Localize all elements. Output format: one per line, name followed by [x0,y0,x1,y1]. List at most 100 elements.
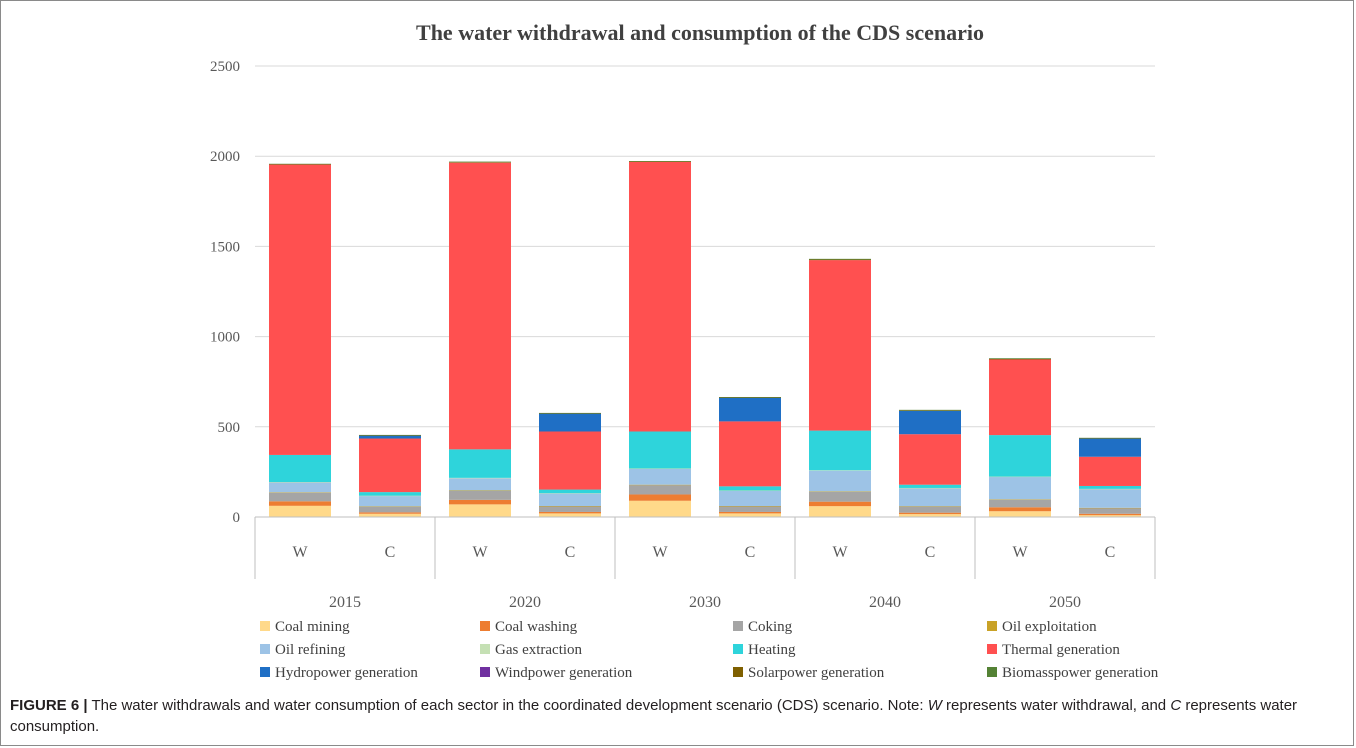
bar-segment [539,489,601,494]
bar-segment [449,477,511,479]
y-axis-ticks: 0 500 1000 1500 2000 2500 [210,59,240,526]
x-group-label: 2040 [869,594,901,611]
bar-segment [359,438,421,493]
bar-segment [539,505,601,507]
x-axis: W C W C W C W C W C 2015 2020 2030 2040 2050 [254,516,1156,611]
x-tick-label: C [745,544,756,561]
legend-swatch [260,644,270,654]
bar-segment [449,449,511,478]
legend-label: Oil exploitation [1002,619,1097,635]
legend-swatch [480,644,490,654]
legend-swatch [733,621,743,631]
bar-segment [449,162,511,163]
bars [269,161,1141,517]
bar-segment [629,431,691,469]
bar-segment [449,499,511,505]
chart-title: The water withdrawal and consumption of … [416,20,984,45]
bar-segment [449,162,511,450]
bar-segment [719,397,781,398]
bar-segment [539,413,601,432]
bar-segment [989,358,1051,359]
bar-segment [809,501,871,507]
bar-segment [809,491,871,492]
bar-segment [629,494,691,501]
bar-segment [269,492,331,493]
figure-caption: FIGURE 6 | The water withdrawals and wat… [10,695,1340,737]
bar-segment [539,493,601,506]
bar-segment [809,430,871,471]
bar-segment [449,161,511,163]
bar-segment [809,259,871,261]
bar-segment [449,478,511,491]
legend-label: Coal washing [495,619,578,635]
bar-segment [629,485,691,495]
x-group-label: 2015 [329,594,361,611]
bar-segment [539,412,601,414]
x-tick-label: C [925,544,936,561]
bar-segment [809,491,871,502]
bar-segment [269,454,331,483]
bar-segment [989,358,1051,360]
bar-segment [269,501,331,506]
x-group-label: 2030 [689,594,721,611]
x-tick-label: C [385,544,396,561]
legend-swatch [480,667,490,677]
bar-segment [1079,485,1141,489]
bar-segment [809,258,871,260]
y-tick-label: 2000 [210,149,240,165]
legend-swatch [733,644,743,654]
bar-segment [269,163,331,165]
bar-segment [899,484,961,488]
caption-text-1: The water withdrawals and water consumpt… [87,697,928,714]
legend-swatch [260,667,270,677]
bar-segment [1079,507,1141,514]
legend-label: Windpower generation [495,665,633,681]
bar-segment [809,260,871,431]
bar-segment [269,482,331,483]
bar-segment [269,505,331,517]
legend-swatch [987,621,997,631]
bar-segment [359,434,421,436]
legend-label: Coking [748,619,793,635]
bar-segment [629,161,691,432]
bar-segment [1079,437,1141,439]
legend-swatch [733,667,743,677]
bar-segment [629,484,691,486]
bar-segment [899,514,961,517]
bar-segment [809,470,871,492]
bar-segment [809,470,871,471]
x-tick-label: C [1105,544,1116,561]
caption-label: FIGURE 6 | [10,697,88,714]
bar-segment [359,435,421,436]
bar-segment [719,505,781,507]
caption-w-letter: W [927,697,942,714]
bar-segment [719,506,781,512]
y-tick-label: 0 [233,510,241,526]
bar-segment [719,511,781,514]
bar-segment [269,482,331,493]
bar-segment [629,161,691,162]
bar-segment [989,476,1051,478]
bar-segment [629,468,691,469]
bar-segment [899,434,961,485]
bar-segment [1079,488,1141,490]
bar-segment [539,513,601,517]
legend-swatch [987,644,997,654]
bar-segment [449,504,511,517]
bar-segment [989,499,1051,500]
bar-segment [1079,456,1141,486]
chart: The water withdrawal and consumption of … [210,20,1159,681]
x-group-label: 2050 [1049,594,1081,611]
bar-segment [359,495,421,507]
bar-segment [269,164,331,455]
bar-segment [359,506,421,513]
bar-segment [719,486,781,491]
bar-segment [719,513,781,517]
y-tick-label: 500 [218,420,241,436]
bar-segment [719,490,781,491]
y-tick-label: 1500 [210,239,240,255]
bar-segment [539,493,601,494]
bar-segment [359,506,421,507]
bar-segment [899,410,961,435]
